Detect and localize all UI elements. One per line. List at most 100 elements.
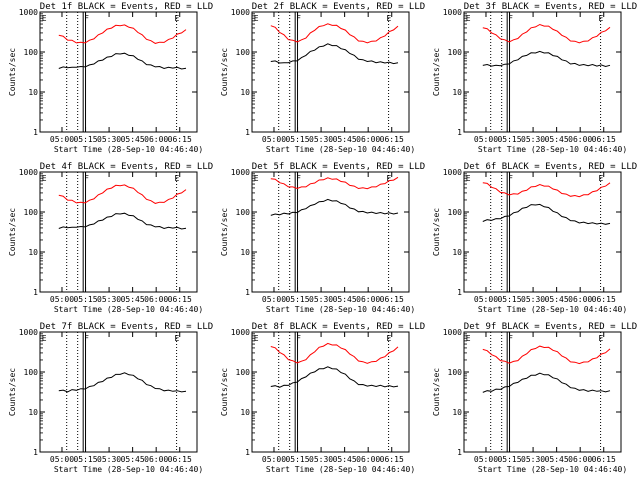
event-marker-f: F	[296, 14, 301, 23]
y-tick-label: 10	[452, 248, 462, 257]
x-tick-label: 06:00	[568, 455, 592, 464]
x-tick-label: 05:30	[97, 135, 121, 144]
y-axis-label: Counts/sec	[220, 48, 229, 96]
lld-series-line	[482, 182, 611, 198]
y-tick-label: 10	[240, 408, 250, 417]
x-tick-label: 05:00	[474, 295, 498, 304]
x-tick-label: 05:45	[545, 295, 569, 304]
y-tick-label: 10	[28, 88, 38, 97]
x-tick-label: 06:00	[356, 295, 380, 304]
events-series-line	[482, 372, 611, 393]
event-marker-e: E	[174, 14, 179, 23]
y-tick-label: 100	[448, 368, 463, 377]
x-axis-label: Start Time (28-Sep-10 04:46:40)	[54, 465, 203, 474]
x-tick-label: 05:15	[73, 295, 97, 304]
panel-4: Det 4f BLACK = Events, RED = LLD 1 10 100 10…	[8, 162, 213, 314]
events-series-line	[270, 198, 399, 216]
lld-series-line	[270, 23, 399, 44]
y-tick-label: 100	[236, 208, 251, 217]
panel-9: Det 9f BLACK = Events, RED = LLD 1 10 100 10…	[432, 322, 637, 474]
plot-frame	[251, 171, 410, 293]
event-marker-e: E	[386, 174, 391, 183]
event-marker-e: E	[466, 14, 471, 23]
events-series-line	[58, 372, 187, 393]
x-axis-label: Start Time (28-Sep-10 04:46:40)	[478, 465, 627, 474]
x-tick-label: 05:30	[97, 455, 121, 464]
y-tick-label: 1000	[443, 8, 462, 17]
y-axis-label: Counts/sec	[432, 368, 441, 416]
x-tick-label: 06:00	[144, 295, 168, 304]
x-tick-label: 05:00	[262, 135, 286, 144]
event-marker-e: E	[42, 14, 47, 23]
event-marker-e: E	[598, 334, 603, 343]
panel-8: Det 8f BLACK = Events, RED = LLD 1 10 100 10…	[220, 322, 425, 474]
lld-series-line	[58, 184, 187, 204]
y-tick-label: 1	[33, 128, 38, 137]
y-tick-label: 1	[245, 288, 250, 297]
y-axis-label: Counts/sec	[432, 48, 441, 96]
plot-frame	[463, 331, 622, 453]
panel-6: Det 6f BLACK = Events, RED = LLD 1 10 100 10…	[432, 162, 637, 314]
panel-1: Det 1f BLACK = Events, RED = LLD 1 10 100 10…	[8, 2, 213, 154]
y-tick-label: 1	[457, 288, 462, 297]
event-marker-e: E	[42, 174, 47, 183]
event-marker-e: E	[466, 174, 471, 183]
x-axis-label: Start Time (28-Sep-10 04:46:40)	[266, 145, 415, 154]
x-tick-label: 05:15	[497, 455, 521, 464]
x-tick-label: 06:00	[144, 135, 168, 144]
x-tick-label: 05:00	[50, 135, 74, 144]
y-tick-label: 100	[24, 48, 39, 57]
event-marker-f: F	[508, 14, 513, 23]
y-axis-label: Counts/sec	[8, 208, 17, 256]
y-tick-label: 100	[236, 368, 251, 377]
y-tick-label: 10	[452, 88, 462, 97]
y-tick-label: 100	[24, 208, 39, 217]
event-marker-e: E	[386, 14, 391, 23]
lld-series-line	[270, 176, 399, 190]
event-marker-e: E	[174, 334, 179, 343]
panel-title: Det 7f BLACK = Events, RED = LLD	[40, 322, 213, 332]
x-tick-label: 05:15	[497, 295, 521, 304]
events-series-line	[270, 43, 399, 65]
x-axis-label: Start Time (28-Sep-10 04:46:40)	[266, 305, 415, 314]
x-tick-label: 05:45	[333, 295, 357, 304]
lld-series-line	[270, 342, 399, 364]
x-axis-label: Start Time (28-Sep-10 04:46:40)	[266, 465, 415, 474]
x-tick-label: 05:15	[497, 135, 521, 144]
x-tick-label: 06:00	[568, 295, 592, 304]
x-tick-label: 05:45	[333, 135, 357, 144]
lld-series-line	[482, 23, 611, 44]
x-tick-label: 06:00	[568, 135, 592, 144]
y-axis-label: Counts/sec	[220, 208, 229, 256]
x-tick-label: 05:30	[521, 455, 545, 464]
x-tick-label: 05:00	[50, 455, 74, 464]
x-tick-label: 06:00	[356, 135, 380, 144]
lld-series-line	[482, 345, 611, 365]
x-tick-label: 05:30	[97, 295, 121, 304]
plot-frame	[39, 171, 198, 293]
events-series-line	[58, 52, 187, 70]
x-tick-label: 06:15	[592, 135, 616, 144]
x-axis-label: Start Time (28-Sep-10 04:46:40)	[478, 145, 627, 154]
y-axis-label: Counts/sec	[8, 48, 17, 96]
x-tick-label: 05:45	[121, 135, 145, 144]
x-tick-label: 05:15	[285, 135, 309, 144]
x-tick-label: 05:00	[262, 455, 286, 464]
y-tick-label: 100	[448, 48, 463, 57]
x-tick-label: 05:45	[121, 455, 145, 464]
y-tick-label: 1000	[231, 328, 250, 337]
plot-frame	[463, 11, 622, 133]
panel-3: Det 3f BLACK = Events, RED = LLD 1 10 100 10…	[432, 2, 637, 154]
y-tick-label: 10	[240, 248, 250, 257]
x-tick-label: 06:15	[168, 135, 192, 144]
panel-2: Det 2f BLACK = Events, RED = LLD 1 10 100 10…	[220, 2, 425, 154]
x-tick-label: 06:15	[592, 455, 616, 464]
x-tick-label: 05:15	[285, 455, 309, 464]
y-tick-label: 10	[452, 408, 462, 417]
x-tick-label: 05:30	[309, 135, 333, 144]
x-tick-label: 06:15	[380, 295, 404, 304]
x-axis-label: Start Time (28-Sep-10 04:46:40)	[54, 145, 203, 154]
x-tick-label: 05:45	[545, 455, 569, 464]
x-tick-label: 05:00	[50, 295, 74, 304]
